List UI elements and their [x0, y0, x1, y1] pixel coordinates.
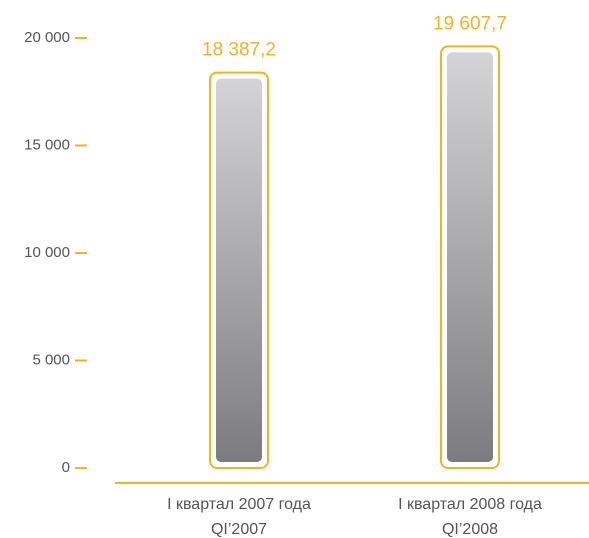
x-tick-label: QI’2008 — [442, 521, 498, 538]
value-label: 19 607,7 — [433, 13, 507, 34]
y-tick-label: 0 — [62, 459, 70, 476]
value-label: 18 387,2 — [202, 40, 276, 61]
y-tick-label: 10 000 — [24, 244, 70, 261]
x-tick-label: I квартал 2007 года — [167, 496, 311, 513]
bar-fill — [447, 52, 493, 462]
x-tick-label: QI’2007 — [211, 521, 267, 538]
bar-fill — [216, 78, 262, 462]
y-tick-label: 5 000 — [32, 351, 70, 368]
x-tick-label: I квартал 2008 года — [398, 496, 542, 513]
y-tick-label: 15 000 — [24, 136, 70, 153]
y-tick-label: 20 000 — [24, 29, 70, 46]
